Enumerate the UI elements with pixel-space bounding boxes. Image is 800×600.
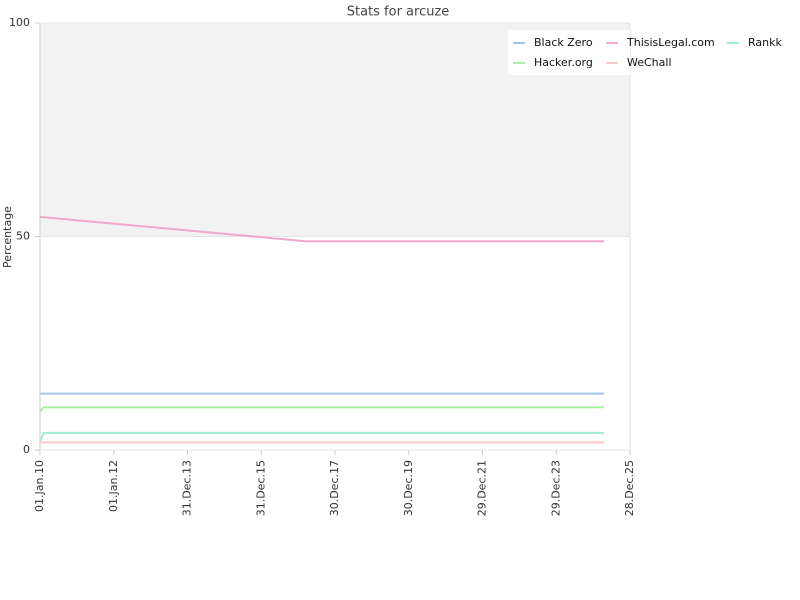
x-tick-label: 29.Dec.21: [476, 460, 489, 516]
x-tick-label: 28.Dec.25: [623, 460, 636, 516]
x-tick-label: 31.Dec.13: [181, 460, 194, 516]
chart-title: Stats for arcuze: [347, 5, 450, 20]
x-tick-label: 29.Dec.23: [549, 460, 562, 516]
x-tick-label: 01.Jan.12: [107, 460, 120, 512]
y-tick-label: 0: [23, 443, 30, 456]
legend-label: Rankk: [748, 36, 782, 49]
y-tick-label: 100: [9, 16, 30, 29]
x-tick-label: 31.Dec.15: [254, 460, 267, 516]
legend-label: Hacker.org: [534, 56, 593, 69]
y-tick-label: 50: [16, 230, 30, 243]
y-axis-label: Percentage: [1, 206, 14, 268]
series-line: [39, 215, 605, 243]
legend-label: WeChall: [627, 56, 672, 69]
legend-label: Black Zero: [534, 36, 593, 49]
x-tick-label: 30.Dec.17: [328, 460, 341, 516]
series-line: [39, 406, 605, 413]
series-line: [39, 431, 605, 442]
legend-box: [508, 30, 630, 75]
legend-label: ThisisLegal.com: [626, 36, 715, 49]
x-tick-label: 30.Dec.19: [402, 460, 415, 516]
x-tick-label: 01.Jan.10: [33, 460, 46, 512]
